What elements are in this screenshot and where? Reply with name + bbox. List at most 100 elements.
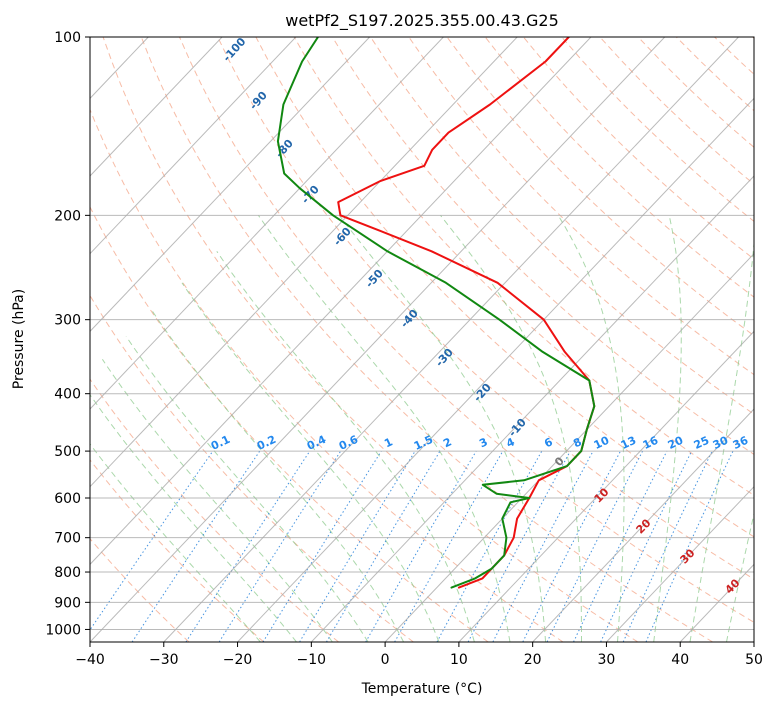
temperature-profile [337, 37, 596, 589]
isotherm-line [606, 485, 754, 642]
plot-frame [89, 36, 755, 643]
isotherm-line [90, 37, 518, 488]
mixing-ratio-label: 6 [542, 435, 555, 450]
isotherm-line [679, 563, 754, 642]
moist-adiabat [653, 215, 682, 642]
isotherm-line [753, 641, 754, 642]
y-axis: 100 200 300 400 500 600 700 800 900 1000 [45, 30, 90, 638]
mixing-ratio-line [218, 450, 342, 642]
mixing-ratio-label: 0.6 [337, 433, 360, 453]
dry-adiabat [523, 37, 754, 260]
mixing-ratio-line [436, 450, 543, 642]
x-axis: −40 −30 −20 −10 0 10 20 30 40 50 [75, 642, 763, 668]
y-tick-label: 200 [54, 208, 81, 224]
mixing-ratio-line [645, 450, 734, 642]
mixing-ratio-label: 36 [731, 434, 751, 452]
y-tick-label: 600 [54, 491, 81, 507]
isotherm-line [90, 37, 297, 255]
moist-adiabat [151, 310, 405, 642]
mixing-ratio-line [522, 450, 621, 642]
mixing-ratio-label: 1.5 [412, 433, 435, 453]
moist-adiabat-label: 10 [592, 485, 612, 505]
dry-adiabat [217, 37, 754, 580]
dry-adiabat [140, 37, 713, 642]
moist-adiabat [557, 215, 625, 642]
moist-adiabat [257, 215, 511, 642]
profile-lines [276, 37, 596, 589]
dry-adiabat [293, 37, 754, 496]
mixing-ratio-line [262, 450, 382, 642]
dewpoint-profile [276, 37, 596, 589]
dry-adiabat-label: -90 [247, 89, 270, 113]
dry-adiabat [90, 205, 489, 642]
x-tick-label: 30 [598, 652, 616, 668]
dry-adiabat [90, 459, 265, 642]
dry-adiabat [102, 37, 639, 642]
moist-adiabat [90, 393, 297, 642]
chart-title: wetPf2_S197.2025.355.00.43.G25 [285, 11, 559, 31]
x-tick-label: −40 [75, 652, 105, 668]
isotherm-line [90, 37, 223, 177]
dry-adiabat [90, 378, 339, 642]
moist-adiabat [440, 214, 582, 642]
dry-adiabat [331, 37, 754, 455]
moist-adiabat-label: 20 [634, 516, 654, 536]
isotherm-line [384, 252, 754, 642]
x-tick-label: 40 [671, 652, 689, 668]
y-tick-label: 500 [54, 444, 81, 460]
y-tick-label: 900 [54, 595, 81, 611]
dry-adiabat-label: -40 [398, 307, 421, 331]
dry-adiabat [714, 37, 754, 75]
x-axis-label: Temperature (°C) [361, 681, 483, 697]
x-tick-label: −20 [223, 652, 253, 668]
mixing-ratio-line [394, 450, 504, 642]
dry-adiabat [90, 108, 564, 642]
mixing-ratio-line [365, 450, 477, 642]
mixing-ratio-line [299, 450, 416, 642]
x-tick-label: 10 [450, 652, 468, 668]
mixing-ratio-line [90, 450, 214, 631]
moist-adiabat [689, 238, 754, 642]
isotherm-line [90, 37, 666, 642]
dry-adiabat [408, 37, 754, 376]
mixing-ratio-label: 1 [382, 435, 394, 450]
y-tick-label: 1000 [45, 622, 81, 638]
y-tick-label: 300 [54, 313, 81, 329]
y-axis-label: Pressure (hPa) [11, 289, 27, 389]
y-tick-label: 400 [54, 387, 81, 403]
x-tick-label: 50 [745, 652, 763, 668]
y-tick-label: 700 [54, 531, 81, 547]
dry-adiabat [752, 37, 754, 39]
x-tick-label: −30 [149, 652, 179, 668]
moist-adiabat [101, 359, 333, 642]
mixing-ratio-line [573, 450, 668, 642]
y-tick-label: 100 [54, 30, 81, 46]
background-grid [90, 37, 754, 642]
isotherm-line [163, 37, 739, 642]
dry-adiabat [179, 37, 754, 623]
mixing-ratio-label: 0.2 [255, 433, 278, 453]
mixing-ratio-label: 20 [666, 434, 686, 452]
dry-adiabat [255, 37, 754, 538]
mixing-ratio-label: 25 [692, 434, 711, 452]
isotherm-line [532, 408, 754, 642]
dry-adiabat-label: -30 [433, 346, 456, 370]
isotherm-line [90, 37, 444, 410]
isotherm-line [458, 330, 754, 642]
mixing-ratio-line [467, 450, 571, 642]
mixing-ratio-label: 0.4 [305, 433, 328, 453]
dry-adiabat-label: -100 [220, 35, 248, 64]
isotherm-line [90, 37, 371, 333]
dry-adiabat-label: -20 [471, 381, 494, 405]
isotherm-line [310, 175, 754, 642]
mixing-ratio-line [546, 450, 644, 642]
x-tick-label: 20 [524, 652, 542, 668]
mixing-ratio-label: 10 [592, 434, 612, 452]
dry-adiabat [370, 37, 754, 415]
mixing-ratio-line [325, 450, 441, 642]
y-tick-label: 800 [54, 565, 81, 581]
x-tick-label: 0 [381, 652, 390, 668]
mixing-ratio-label: 16 [641, 434, 661, 452]
isotherm-line [90, 37, 592, 566]
